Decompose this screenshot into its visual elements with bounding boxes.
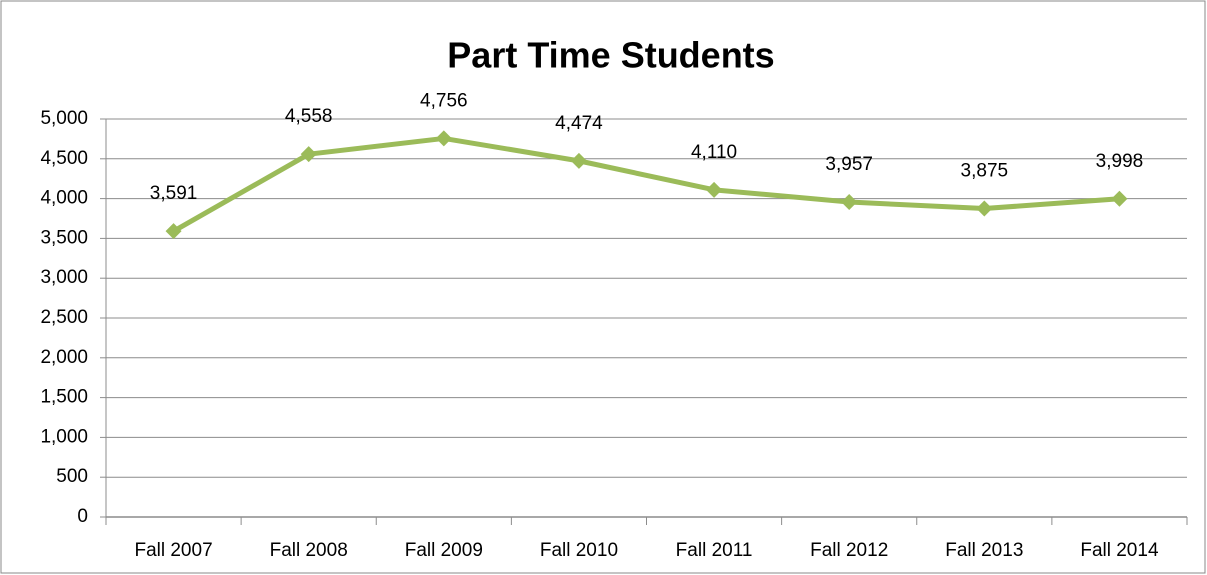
x-tick-label: Fall 2012 [810,540,888,561]
data-point [165,223,182,240]
data-label: 3,875 [961,161,1009,182]
data-point [300,146,317,163]
y-tick-label: 5,000 [40,108,88,129]
x-tick-label: Fall 2007 [134,540,212,561]
y-tick-label: 1,000 [40,426,88,447]
data-label: 3,998 [1096,151,1144,172]
y-tick-label: 3,000 [40,267,88,288]
series-line [172,135,1120,234]
y-tick-label: 4,500 [40,148,88,169]
data-label: 4,110 [691,142,737,163]
data-label: 4,474 [555,113,603,134]
y-tick-label: 2,000 [40,347,88,368]
data-point [435,130,452,147]
data-point [570,152,587,169]
y-tick-label: 3,500 [40,227,88,248]
x-tick-label: Fall 2014 [1080,540,1159,561]
data-point [706,181,723,198]
data-point [1111,190,1128,207]
x-tick-label: Fall 2011 [676,540,753,561]
chart-title: Part Time Students [447,35,774,76]
y-tick-label: 4,000 [40,188,88,209]
data-label: 4,756 [420,90,468,111]
data-label: 4,558 [285,106,333,127]
data-point [841,194,858,211]
x-tick-label: Fall 2008 [270,540,348,561]
y-tick-label: 1,500 [40,387,88,408]
data-label: 3,591 [150,183,198,204]
x-tick-label: Fall 2009 [405,540,483,561]
y-tick-label: 0 [77,506,88,527]
y-tick-label: 500 [56,466,88,487]
data-point [976,200,993,217]
x-tick-label: Fall 2010 [540,540,618,561]
x-tick-label: Fall 2013 [945,540,1023,561]
data-label: 3,957 [825,154,873,175]
y-tick-label: 2,500 [40,307,88,328]
